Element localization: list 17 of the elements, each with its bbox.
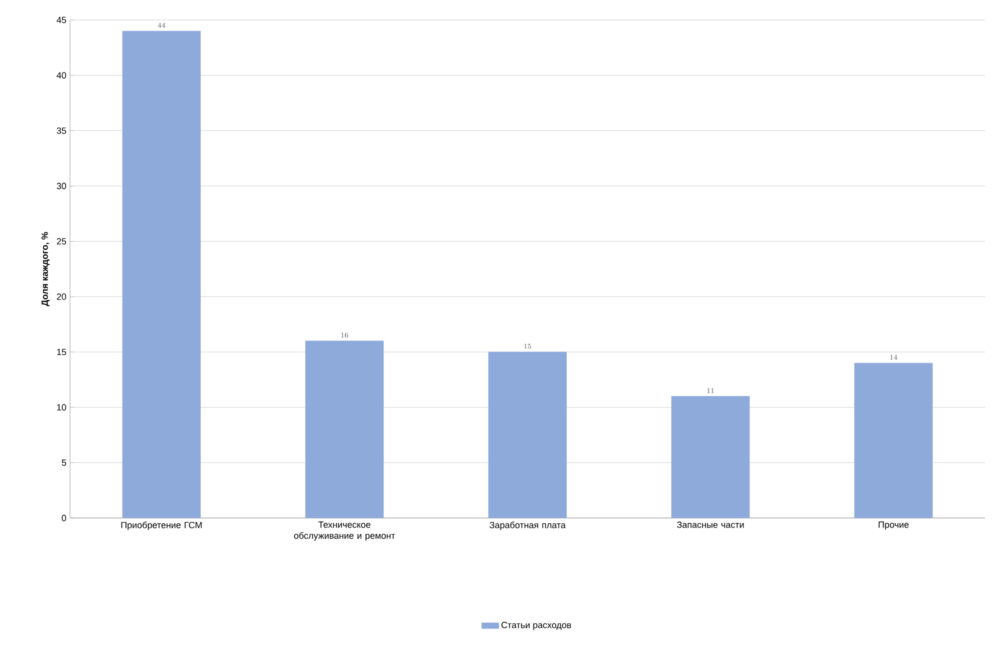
y-tick-label: 20 [56,293,66,300]
y-tick-label: 45 [56,16,66,24]
x-tick-label: Запасные части [676,522,744,528]
legend-label: Статьи расходов [501,622,572,630]
y-axis-title: Доля каждого, % [42,232,50,306]
x-tick-label: Приобретение ГСМ [121,522,202,530]
y-tick-label: 5 [62,460,66,466]
y-tick-label: 40 [56,72,66,79]
y-tick-label: 25 [56,238,66,245]
y-tick-label: 0 [62,514,66,522]
y-tick-label: 35 [56,127,66,134]
x-tick-label: Прочие [878,522,909,530]
y-tick-label: 15 [57,348,66,356]
x-tick-label: Заработная плата [490,522,566,530]
x-tick-label: Техническое обслуживание и ремонт [294,522,396,541]
y-tick-label: 30 [56,182,66,190]
y-tick-label: 10 [57,404,66,411]
